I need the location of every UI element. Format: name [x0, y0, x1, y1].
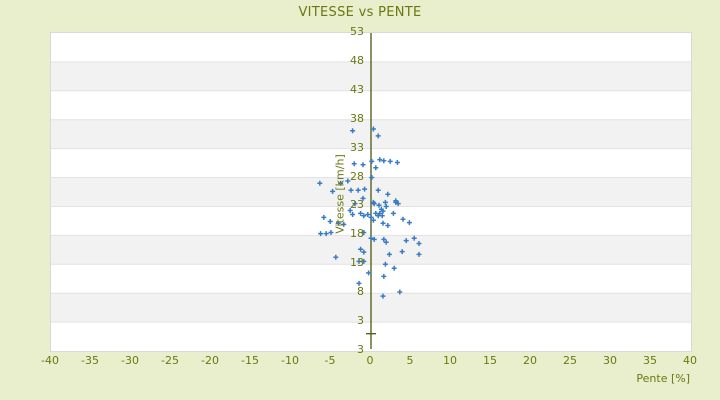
x-tick-label: 30 — [603, 354, 617, 367]
x-tick-label: -40 — [41, 354, 59, 367]
chart-title: VITESSE vs PENTE — [298, 5, 422, 20]
y-tick-label: 43 — [350, 82, 364, 96]
y-tick-label: 3 — [357, 343, 364, 356]
y-tick-label: 48 — [350, 53, 364, 67]
x-tick-label: 35 — [643, 354, 657, 367]
y-tick-label: 53 — [350, 25, 364, 38]
scatter-canvas — [51, 33, 691, 351]
x-tick-label: -5 — [324, 354, 336, 367]
x-tick-label: 0 — [366, 354, 374, 367]
x-tick-label: -10 — [281, 354, 299, 367]
y-tick-label: 8 — [357, 285, 364, 299]
x-tick-label: -20 — [201, 354, 219, 367]
x-tick-label: 15 — [483, 354, 497, 367]
x-tick-label: 20 — [523, 354, 537, 367]
y-tick-label: 23 — [350, 198, 364, 212]
x-tick-label: -35 — [81, 354, 99, 367]
x-tick-label: 25 — [563, 354, 577, 367]
x-axis-title: Pente [%] — [636, 372, 690, 385]
x-tick-label: 5 — [406, 354, 414, 367]
x-tick-label: -25 — [161, 354, 179, 367]
y-tick-label: 33 — [350, 140, 364, 154]
x-tick-label: -30 — [121, 354, 139, 367]
data-points — [317, 126, 422, 299]
plot-area: Vitesse [km/h] — [50, 32, 692, 352]
y-tick-label: 28 — [350, 169, 364, 183]
x-tick-label: 10 — [443, 354, 457, 367]
x-tick-label: 40 — [683, 354, 697, 367]
y-tick-label: 13 — [350, 256, 364, 270]
y-tick-label: 38 — [350, 111, 364, 125]
x-tick-label: -15 — [241, 354, 259, 367]
y-tick-label: 18 — [350, 227, 364, 241]
y-axis-title: Vitesse [km/h] — [333, 154, 347, 234]
y-tick-label: 3 — [357, 314, 364, 328]
